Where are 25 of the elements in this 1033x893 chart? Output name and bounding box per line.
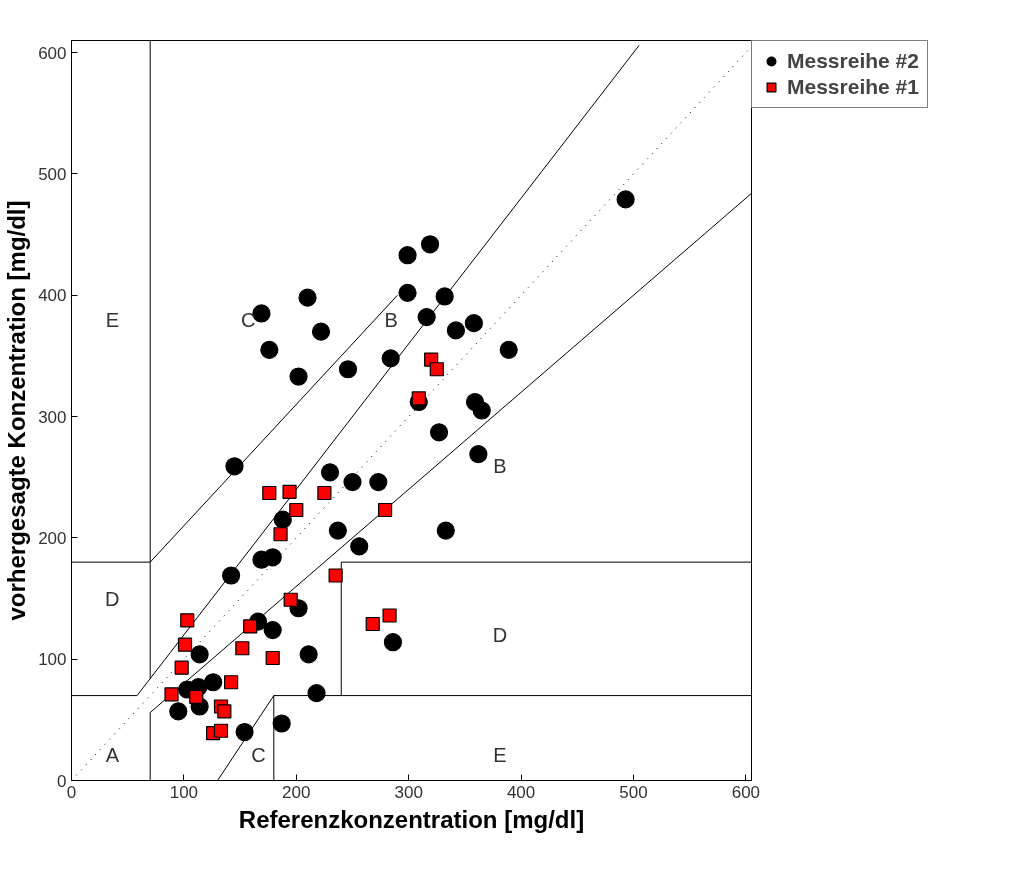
annotation: B [384, 309, 398, 332]
x-tick-label: 600 [731, 782, 761, 802]
x-axis-title: Referenzkonzentration [mg/dl] [238, 805, 585, 833]
y-tick-label: 500 [38, 164, 67, 184]
annotation: C [241, 309, 256, 332]
y-tick-label: 300 [38, 407, 67, 427]
annotation: E [105, 309, 119, 332]
y-axis-title: vorhergesagte Konzentration [mg/dl] [3, 200, 31, 621]
legend-label: Messreihe #2 [787, 49, 919, 73]
annotation: D [105, 588, 120, 611]
legend-label: Messreihe #1 [787, 75, 919, 99]
annotation: D [492, 623, 508, 646]
y-tick-label: 100 [38, 650, 67, 670]
y-tick-label: 400 [38, 286, 67, 306]
y-tick-label: 200 [38, 528, 67, 548]
annotation: A [105, 743, 120, 766]
annotation: E [493, 743, 507, 766]
x-tick-label: 100 [169, 782, 199, 802]
y-tick-label: 600 [38, 43, 67, 63]
annotation: C [251, 743, 266, 766]
x-tick-label: 200 [282, 782, 311, 802]
x-tick-label: 300 [394, 782, 423, 802]
x-tick-label: 400 [506, 782, 536, 802]
annotation: B [493, 455, 507, 477]
x-tick-label: 500 [619, 782, 648, 802]
